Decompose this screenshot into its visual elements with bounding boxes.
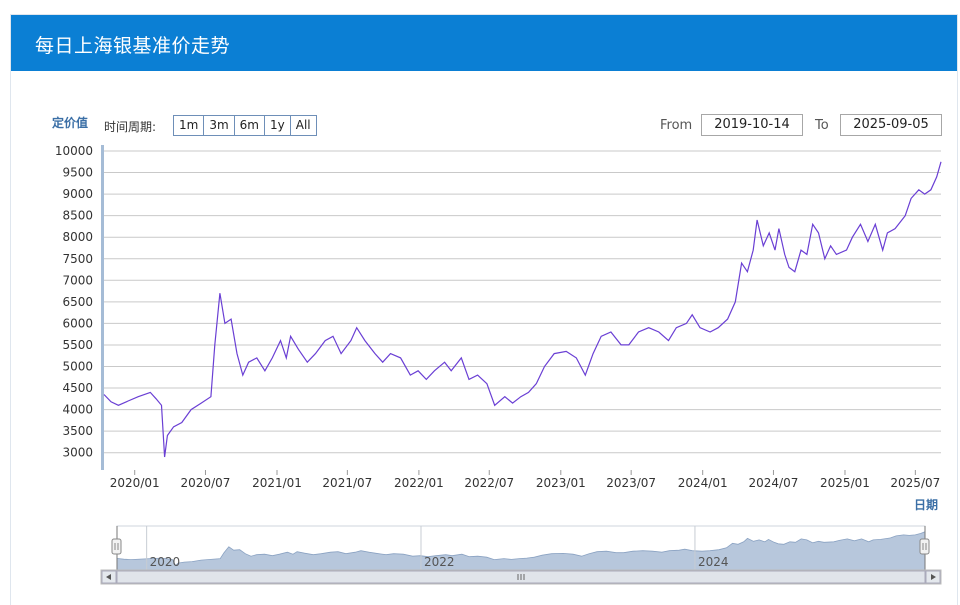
period-button-1y[interactable]: 1y xyxy=(265,116,291,135)
y-axis-title: 定价值 xyxy=(52,116,89,130)
period-button-1m[interactable]: 1m xyxy=(174,116,205,135)
header-bar: 每日上海银基准价走势 xyxy=(11,15,957,71)
period-button-all[interactable]: All xyxy=(295,118,311,132)
period-button-group: 1m 3m 6m 1y All xyxy=(173,115,317,136)
period-label: 时间周期: xyxy=(104,120,157,134)
x-axis-title: 日期 xyxy=(914,498,939,512)
page-title: 每日上海银基准价走势 xyxy=(35,35,231,57)
period-button-3m[interactable]: 3m xyxy=(204,116,235,135)
period-button-6m[interactable]: 6m xyxy=(235,116,265,135)
chart-panel: 每日上海银基准价走势 xyxy=(10,14,958,605)
from-label: From xyxy=(660,118,693,133)
from-date-input[interactable]: 2019-10-14 xyxy=(701,114,803,136)
to-date-input[interactable]: 2025-09-05 xyxy=(840,114,942,136)
to-label: To xyxy=(815,118,829,133)
